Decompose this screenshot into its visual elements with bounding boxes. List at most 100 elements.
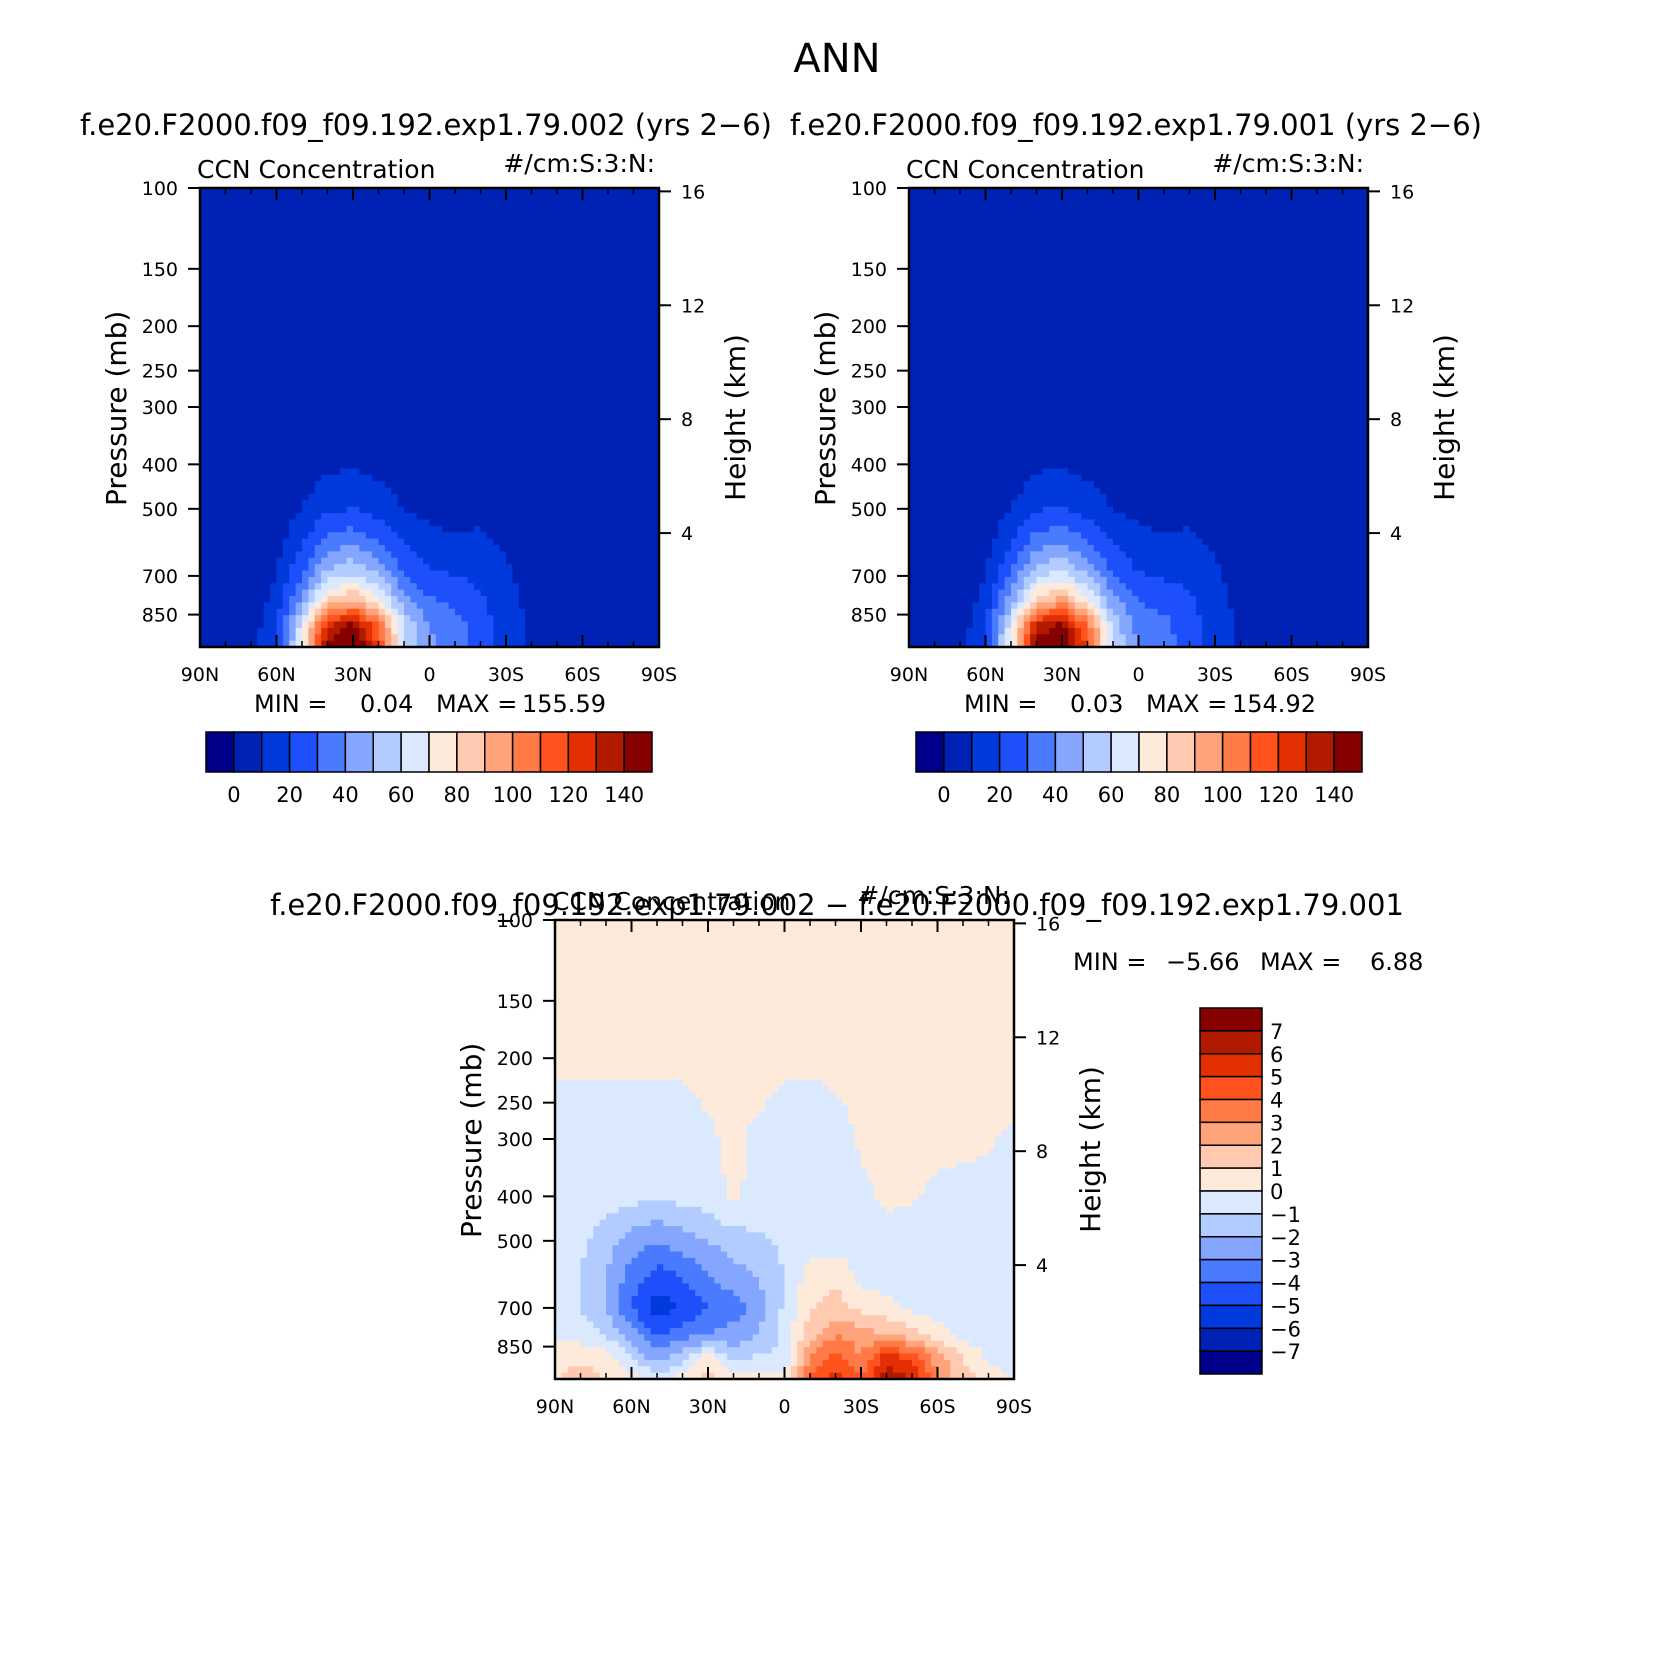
field-cell: [595, 564, 603, 572]
field-cell: [231, 589, 239, 597]
field-cell: [557, 366, 564, 374]
field-cell: [302, 315, 309, 323]
field-cell: [365, 372, 373, 380]
field-cell: [225, 468, 233, 476]
field-cell: [633, 251, 641, 259]
field-cell: [550, 519, 558, 527]
field-cell: [512, 226, 520, 234]
field-cell: [410, 341, 418, 348]
field-cell: [525, 398, 533, 406]
field-cell: [206, 519, 214, 527]
field-cell: [429, 200, 437, 208]
field-cell: [435, 545, 443, 552]
field-cell: [238, 200, 246, 208]
field-cell: [302, 392, 309, 399]
field-cell: [633, 615, 641, 623]
field-cell: [608, 430, 615, 438]
field-cell: [333, 296, 341, 304]
field-cell: [384, 302, 392, 310]
field-cell: [308, 583, 316, 591]
field-cell: [206, 538, 214, 546]
field-cell: [397, 634, 405, 642]
field-cell: [474, 334, 482, 342]
field-cell: [627, 264, 635, 272]
field-cell: [474, 602, 482, 610]
field-cell: [238, 334, 246, 342]
field-cell: [257, 551, 265, 559]
field-cell: [550, 494, 558, 501]
field-cell: [397, 283, 405, 291]
field-cell: [397, 194, 405, 202]
field-cell: [442, 245, 450, 253]
field-cell: [595, 443, 603, 450]
field-cell: [627, 449, 635, 457]
field-cell: [206, 411, 214, 419]
field-cell: [200, 239, 207, 246]
field-cell: [359, 570, 367, 578]
field-cell: [455, 532, 462, 540]
field-cell: [219, 494, 227, 501]
field-cell: [404, 264, 411, 272]
field-cell: [212, 621, 220, 629]
field-cell: [429, 494, 437, 501]
field-cell: [340, 290, 348, 297]
field-cell: [588, 219, 596, 227]
field-cell: [455, 494, 462, 501]
field-cell: [627, 500, 635, 508]
field-cell: [435, 494, 443, 501]
field-cell: [410, 232, 418, 240]
field-cell: [340, 239, 348, 246]
field-cell: [321, 551, 329, 559]
field-cell: [327, 239, 335, 246]
field-cell: [576, 328, 584, 336]
field-cell: [429, 583, 437, 591]
field-cell: [627, 525, 635, 533]
field-cell: [212, 564, 220, 572]
field-cell: [257, 481, 265, 489]
field-cell: [308, 462, 316, 470]
field-cell: [563, 443, 571, 450]
field-cell: [582, 245, 590, 253]
field-cell: [206, 525, 214, 533]
field-cell: [282, 525, 290, 533]
field-cell: [429, 615, 437, 623]
field-cell: [518, 474, 526, 482]
field-cell: [397, 545, 405, 552]
field-cell: [601, 251, 609, 259]
field-cell: [537, 500, 545, 508]
field-cell: [588, 366, 596, 374]
field-cell: [244, 545, 252, 552]
field-cell: [467, 283, 475, 291]
field-cell: [333, 557, 341, 565]
field-cell: [423, 532, 431, 540]
field-cell: [416, 576, 424, 584]
field-cell: [461, 621, 469, 629]
field-cell: [276, 392, 284, 399]
field-cell: [448, 608, 456, 616]
field-cell: [321, 430, 329, 438]
field-cell: [486, 436, 494, 444]
field-cell: [244, 602, 252, 610]
field-cell: [251, 315, 258, 323]
field-cell: [372, 551, 380, 559]
field-cell: [582, 494, 590, 501]
field-cell: [231, 302, 239, 310]
field-cell: [544, 474, 552, 482]
field-cell: [550, 245, 558, 253]
field-cell: [601, 455, 609, 463]
field-cell: [384, 506, 392, 514]
field-cell: [486, 398, 494, 406]
field-cell: [518, 430, 526, 438]
field-cell: [576, 334, 584, 342]
field-cell: [531, 200, 539, 208]
field-cell: [480, 290, 488, 297]
field-cell: [455, 360, 462, 368]
field-cell: [588, 455, 596, 463]
field-cell: [384, 551, 392, 559]
field-cell: [480, 576, 488, 584]
field-cell: [442, 589, 450, 597]
field-cell: [569, 213, 577, 221]
field-cell: [499, 627, 507, 635]
field-cell: [225, 226, 233, 234]
field-cell: [225, 443, 233, 450]
